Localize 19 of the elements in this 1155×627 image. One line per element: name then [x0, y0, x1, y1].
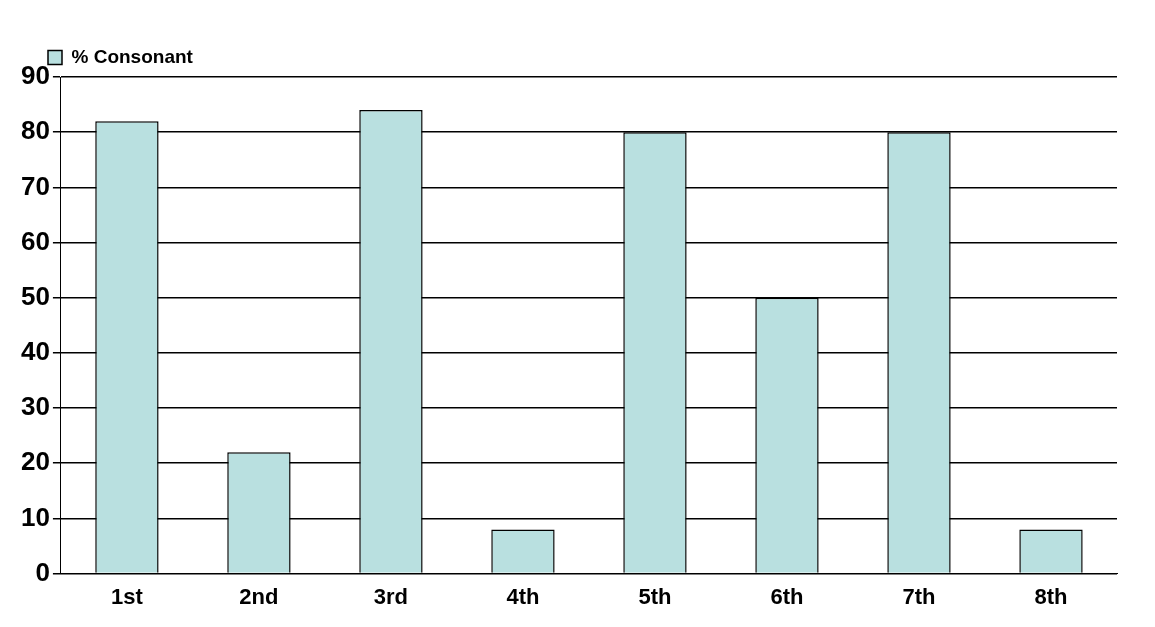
x-tick-label: 4th: [506, 583, 540, 609]
x-tick-label: 7th: [902, 583, 936, 609]
y-tick-label: 10: [21, 501, 50, 532]
x-tick-label: 5th: [638, 583, 672, 609]
x-tick-label: 1st: [111, 583, 144, 609]
y-tick-label: 40: [21, 336, 50, 367]
y-tick-label: 70: [21, 170, 50, 201]
y-tick-label: 80: [21, 115, 50, 146]
legend-label: % Consonant: [71, 45, 194, 67]
x-tick-label: 8th: [1034, 583, 1068, 609]
y-tick-label: 60: [21, 225, 50, 256]
x-tick-label: 2nd: [239, 583, 279, 609]
y-tick-label: 50: [21, 280, 50, 311]
y-tick-label: 30: [21, 391, 50, 422]
y-tick-label: 90: [21, 60, 50, 91]
x-tick-label: 3rd: [373, 583, 409, 609]
x-tick-label: 6th: [770, 583, 804, 609]
y-tick-label: 20: [21, 446, 50, 477]
y-tick-label: 0: [35, 556, 50, 587]
